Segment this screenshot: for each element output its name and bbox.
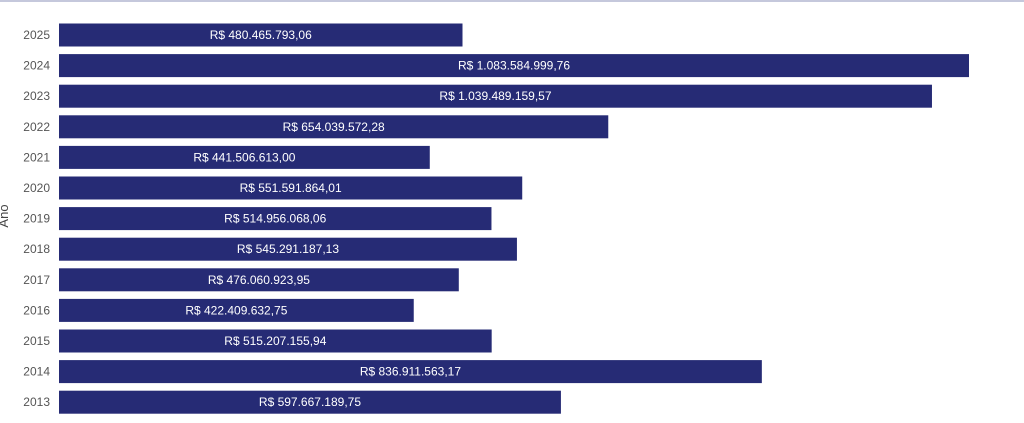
bar-2018[interactable] (59, 237, 517, 261)
y-tick-label-2013: 2013 (23, 395, 50, 409)
y-axis-ticks: 2025 2024 2023 2022 2021 2020 2019 2018 2017 2016… (23, 28, 50, 409)
data-label-2019: R$ 514.956.068,06 (224, 212, 326, 226)
y-tick-label-2020: 2020 (23, 181, 50, 195)
bars (59, 23, 969, 414)
bar-2020[interactable] (59, 176, 523, 200)
data-label-2025: R$ 480.465.793,06 (210, 28, 312, 42)
y-tick-label-2025: 2025 (23, 28, 50, 42)
data-label-2021: R$ 441.506.613,00 (193, 150, 295, 164)
bar-2015[interactable] (59, 329, 492, 353)
data-label-2015: R$ 515.207.155,94 (224, 334, 326, 348)
bar-2025[interactable] (59, 23, 463, 47)
bar-2024[interactable] (59, 54, 969, 78)
y-tick-label-2017: 2017 (23, 273, 50, 287)
bar-2023[interactable] (59, 84, 932, 108)
data-label-2020: R$ 551.591.864,01 (240, 181, 342, 195)
y-tick-label-2014: 2014 (23, 365, 50, 379)
bar-2013[interactable] (59, 390, 561, 414)
bar-2022[interactable] (59, 115, 609, 139)
y-axis-label-group: Ano (0, 204, 11, 227)
data-label-2022: R$ 654.039.572,28 (283, 120, 385, 134)
data-label-2014: R$ 836.911.563,17 (360, 365, 462, 379)
y-tick-label-2024: 2024 (23, 59, 50, 73)
bar-2017[interactable] (59, 268, 459, 292)
data-labels: R$ 480.465.793,06 R$ 1.083.584.999,76 R$ 1… (185, 28, 570, 409)
bar-2014[interactable] (59, 360, 762, 384)
data-label-2024: R$ 1.083.584.999,76 (458, 59, 570, 73)
y-tick-label-2016: 2016 (23, 303, 50, 317)
y-tick-label-2019: 2019 (23, 212, 50, 226)
data-label-2017: R$ 476.060.923,95 (208, 273, 310, 287)
y-tick-label-2018: 2018 (23, 242, 50, 256)
y-tick-label-2023: 2023 (23, 89, 50, 103)
bar-2021[interactable] (59, 145, 430, 169)
data-label-2023: R$ 1.039.489.159,57 (439, 89, 551, 103)
y-tick-label-2022: 2022 (23, 120, 50, 134)
data-label-2016: R$ 422.409.632,75 (185, 303, 287, 317)
data-label-2018: R$ 545.291.187,13 (237, 242, 339, 256)
y-axis-label: Ano (0, 204, 11, 227)
y-tick-label-2015: 2015 (23, 334, 50, 348)
data-label-2013: R$ 597.667.189,75 (259, 395, 361, 409)
bar-2019[interactable] (59, 207, 492, 231)
bar-2016[interactable] (59, 298, 414, 322)
y-tick-label-2021: 2021 (23, 150, 50, 164)
top-border (0, 0, 1024, 2)
